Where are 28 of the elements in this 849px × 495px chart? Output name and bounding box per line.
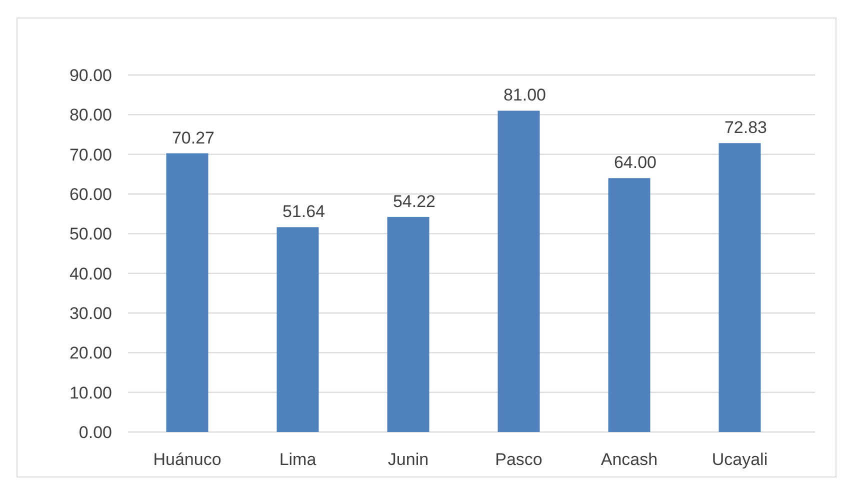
data-label: 54.22 [392, 192, 436, 211]
y-tick-label: 30.00 [69, 304, 112, 323]
data-label: 72.83 [724, 118, 768, 138]
y-tick-label: 10.00 [69, 383, 112, 402]
x-tick-label: Ucayali [712, 450, 768, 469]
y-tick-label: 50.00 [69, 224, 112, 244]
data-label: 51.64 [282, 202, 326, 222]
y-tick-label: 90.00 [69, 66, 112, 85]
bar [608, 178, 650, 432]
x-tick-label: Junin [388, 450, 429, 469]
x-tick-label: Pasco [495, 450, 542, 469]
data-label: 70.27 [172, 128, 215, 148]
y-tick-label: 60.00 [69, 184, 112, 204]
x-tick-label: Lima [279, 450, 317, 469]
y-tick-label: 80.00 [69, 106, 112, 125]
bar [276, 227, 319, 432]
y-tick-label: 40.00 [69, 264, 112, 284]
bar [498, 110, 540, 432]
data-label: 81.00 [503, 86, 546, 105]
y-tick-label: 0.00 [78, 422, 112, 442]
y-tick-label: 20.00 [69, 344, 112, 363]
bar [166, 153, 208, 432]
x-tick-label: Ancash [600, 450, 658, 469]
x-tick-label: Huánuco [153, 450, 222, 469]
data-label: 64.00 [614, 153, 657, 172]
bar [718, 143, 761, 432]
bar [387, 216, 430, 432]
y-tick-label: 70.00 [69, 145, 112, 164]
